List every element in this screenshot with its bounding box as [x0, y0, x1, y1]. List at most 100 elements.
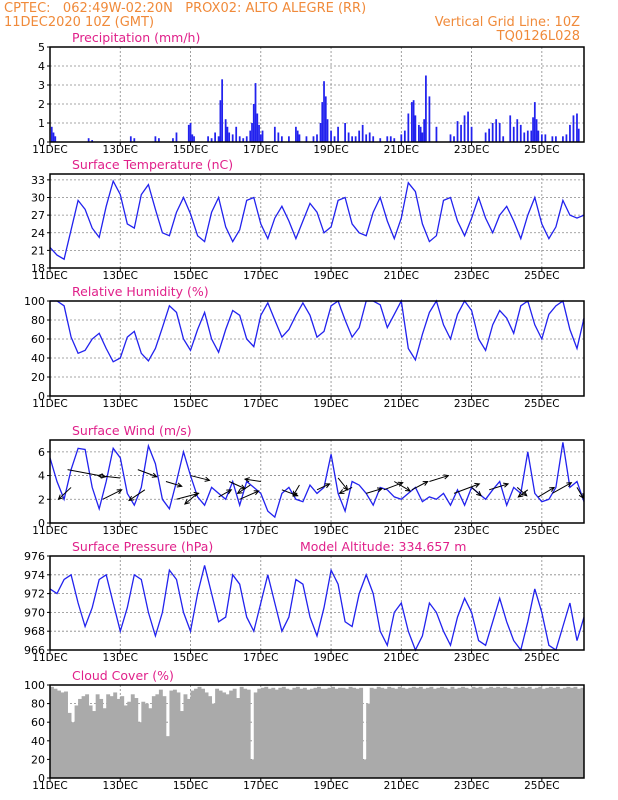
precip-bar: [491, 123, 494, 142]
header-station: CPTEC: 062:49W-02:20N PROX02: ALTO ALEGR…: [4, 1, 367, 16]
wind-arrow-head: [292, 490, 298, 497]
x-tick-label: 11DEC: [32, 780, 67, 792]
precip-bar: [407, 113, 410, 142]
precip-bar: [419, 126, 422, 142]
x-tick-label: 25DEC: [524, 780, 559, 792]
cloud-bar: [232, 688, 237, 778]
precip-bar: [577, 128, 580, 142]
wind-arrow-head: [292, 491, 299, 497]
wind-arrow: [237, 484, 251, 494]
cloud-bar: [120, 696, 125, 778]
cloud-bar: [566, 686, 571, 778]
wind-arrow-head: [253, 490, 260, 496]
precip-bar: [50, 126, 53, 142]
wind-arrow: [228, 481, 246, 490]
cloud-bar: [71, 722, 75, 778]
precip-bar: [351, 136, 354, 142]
cloud-bar: [53, 688, 58, 778]
wind-arrow-head: [184, 499, 190, 505]
cloud-bar: [50, 686, 54, 778]
precip-bar: [87, 138, 90, 142]
y-tick-label: 100: [24, 295, 45, 308]
cloud-bar: [376, 686, 381, 778]
x-tick-label: 17DEC: [243, 780, 278, 792]
panel-frame: [49, 300, 585, 397]
precip-bar: [372, 136, 375, 142]
x-tick-label: 19DEC: [313, 780, 348, 792]
cloud-bar: [527, 686, 532, 778]
cloud-bar: [264, 686, 269, 778]
precip-bar: [221, 79, 224, 142]
wind-arrow-head: [236, 488, 243, 494]
cloud-bar: [387, 686, 392, 778]
wind-arrow: [218, 489, 232, 498]
cloud-bar: [555, 686, 560, 778]
precip-bar: [91, 140, 94, 142]
cloud-bar: [352, 687, 357, 778]
precip-bar: [555, 136, 557, 142]
cloud-bar: [229, 690, 234, 778]
cloud-bar: [302, 687, 307, 778]
cloud-bar: [506, 687, 511, 778]
precip-bar: [295, 126, 297, 142]
wind-arrow-head: [376, 487, 384, 493]
precip-bar: [537, 130, 540, 142]
precip-bar: [172, 138, 174, 142]
precip-bar: [249, 130, 252, 142]
cloud-bar: [569, 687, 574, 778]
wind-arrow: [316, 483, 330, 491]
wind-arrow-head: [116, 489, 123, 495]
wind-arrow-head: [566, 482, 573, 488]
wind-arrow: [552, 482, 572, 494]
wind-arrow: [184, 492, 198, 505]
wind-arrow: [518, 489, 529, 498]
precip-bar: [576, 113, 578, 142]
cloud-bar: [482, 688, 487, 778]
y-tick-label: 5: [38, 41, 45, 54]
x-tick-label: 25DEC: [524, 652, 559, 664]
cloud-bar: [123, 705, 128, 778]
x-tick-label: 15DEC: [173, 525, 208, 537]
x-tick-label: 21DEC: [384, 525, 419, 537]
precip-bar: [52, 132, 55, 142]
cloud-bar: [313, 687, 318, 778]
panel-title: Precipitation (mm/h): [72, 30, 200, 45]
x-tick-label: 17DEC: [243, 398, 278, 410]
panel-title: Surface Wind (m/s): [72, 423, 192, 438]
x-tick-label: 23DEC: [454, 270, 489, 282]
precip-bar: [277, 132, 280, 142]
series-line: [49, 565, 585, 652]
cloud-bar: [439, 686, 444, 778]
x-tick-label: 11DEC: [32, 144, 67, 156]
cloud-bar: [197, 686, 202, 778]
x-tick-label: 13DEC: [103, 525, 138, 537]
precip-bar: [54, 136, 57, 142]
wind-arrow-head: [243, 477, 250, 483]
panel-annotation: Model Altitude: 334.657 m: [300, 539, 466, 554]
precip-bar: [484, 132, 487, 142]
y-tick-label: 21: [31, 244, 45, 257]
wind-arrow-head: [96, 473, 104, 479]
x-tick-label: 15DEC: [173, 398, 208, 410]
precip-bar: [453, 136, 455, 142]
y-tick-label: 3: [38, 79, 45, 92]
series-line: [50, 298, 585, 363]
cloud-bar: [485, 687, 490, 778]
cloud-bar: [309, 688, 314, 778]
cloud-bar: [57, 690, 61, 778]
cloud-bar: [397, 686, 402, 778]
y-tick-label: 974: [24, 569, 45, 582]
precip-bar: [210, 138, 213, 142]
x-tick-label: 21DEC: [384, 144, 419, 156]
wind-arrow-head: [517, 492, 524, 498]
precip-bar: [435, 126, 438, 142]
cloud-bar: [253, 692, 258, 778]
wind-arrow: [383, 482, 403, 491]
cloud-bar: [450, 686, 455, 778]
precip-bar: [393, 138, 396, 142]
wind-arrow-head: [338, 489, 345, 494]
cloud-bar: [88, 705, 93, 778]
cloud-bar: [404, 688, 409, 778]
cloud-bar: [158, 689, 163, 778]
panel-title: Cloud Cover (%): [72, 668, 174, 683]
